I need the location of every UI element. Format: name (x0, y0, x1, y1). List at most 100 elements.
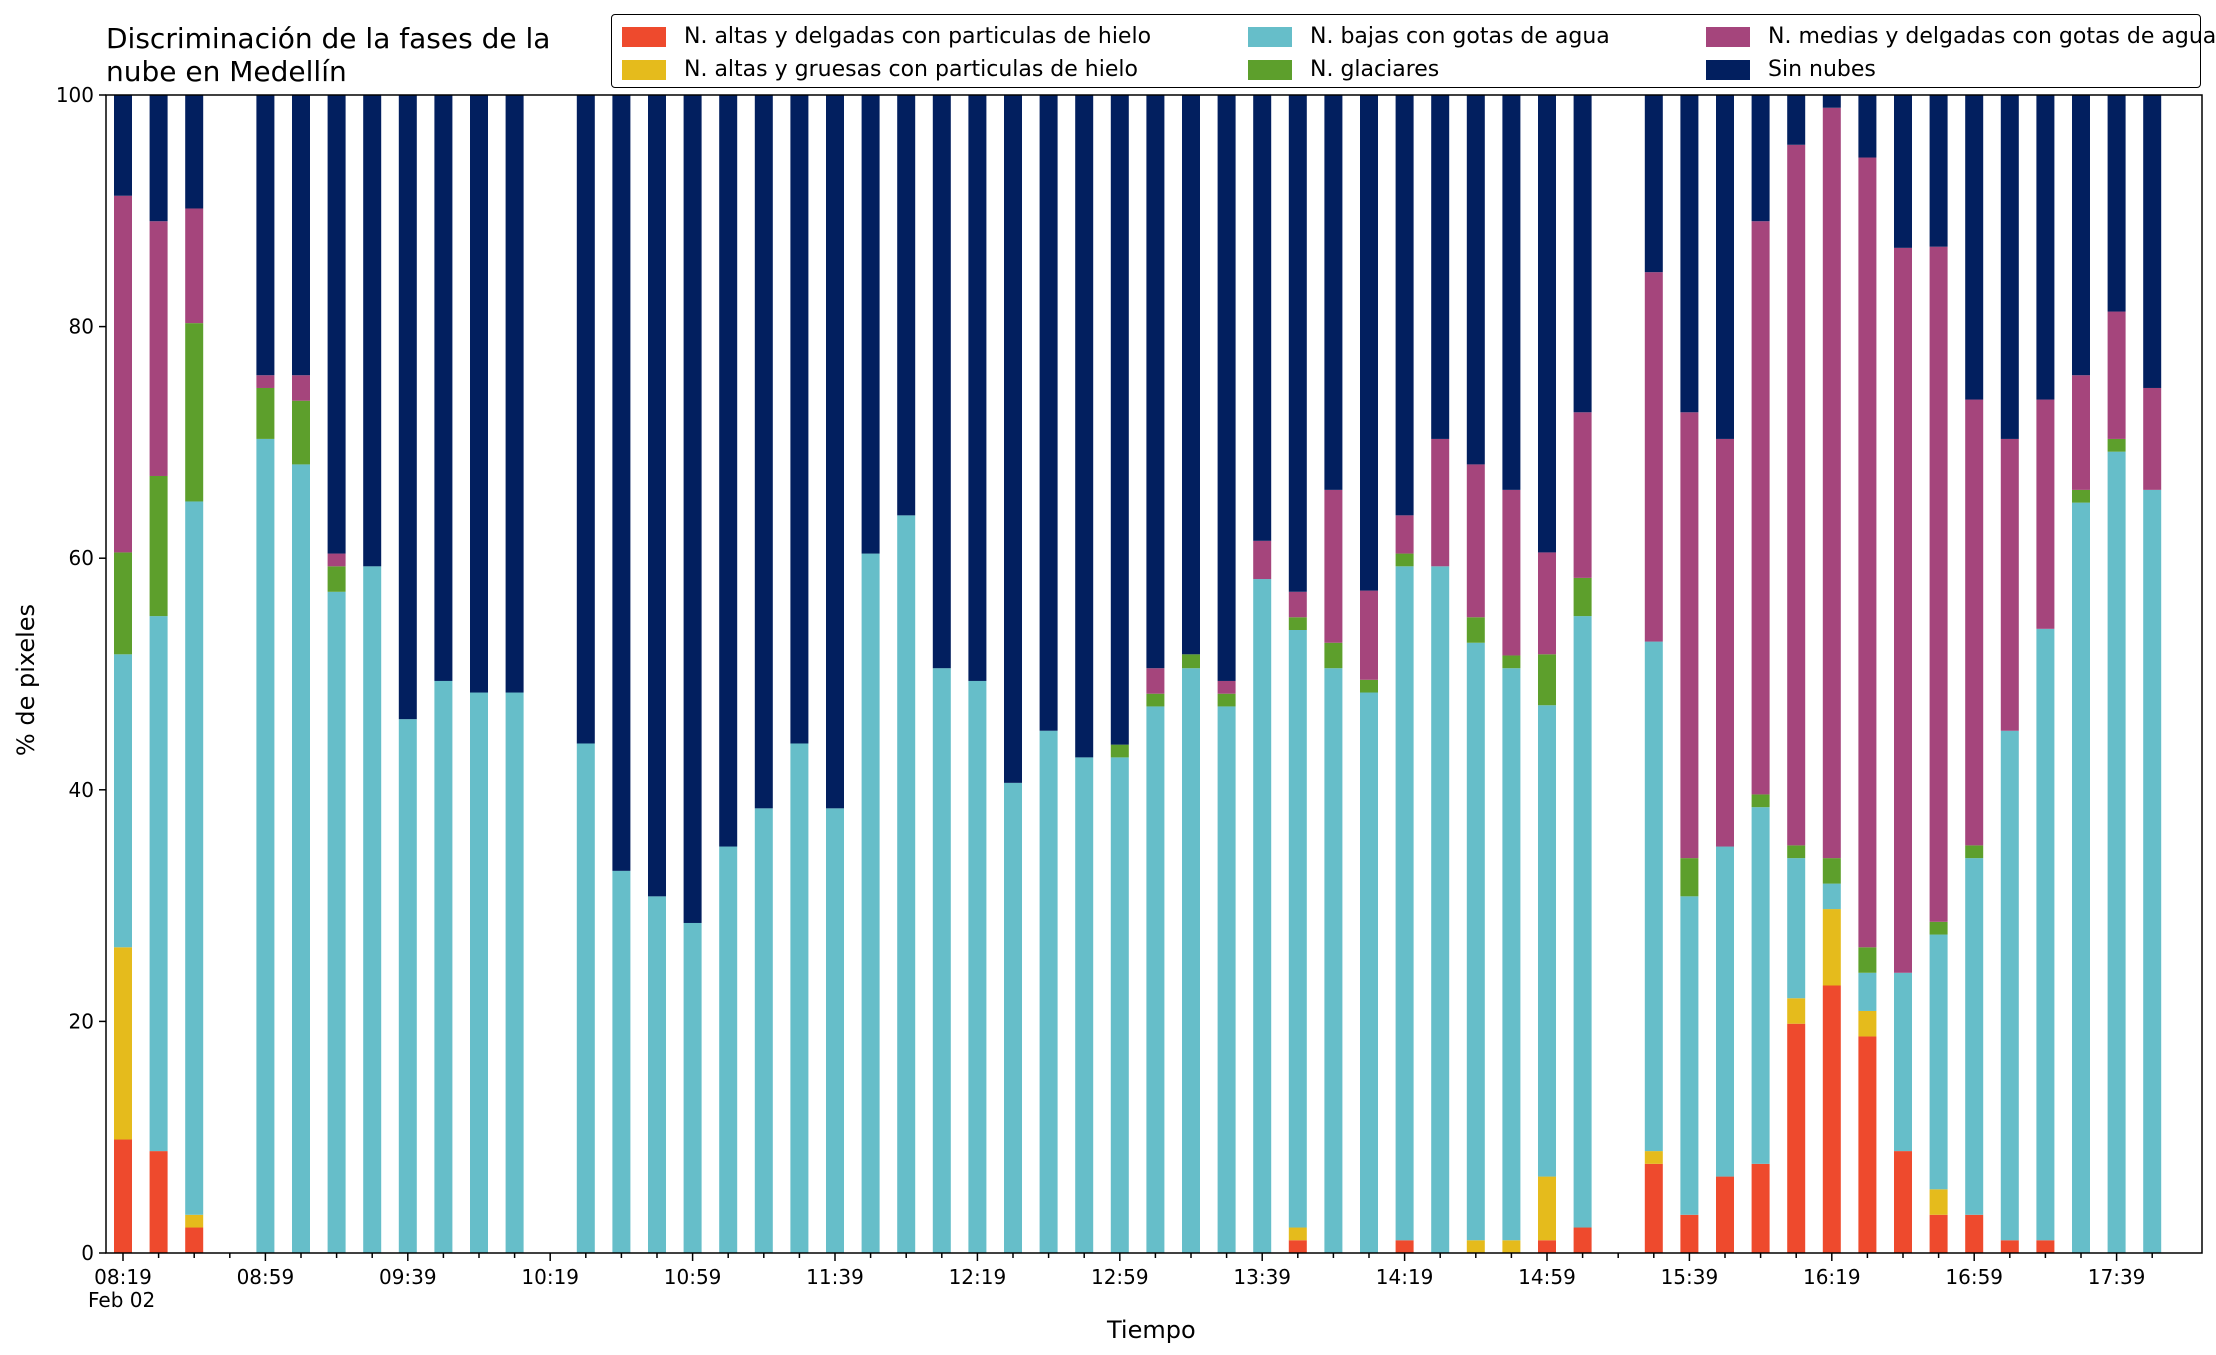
bar-segment-5-55 (2072, 95, 2090, 376)
bar-segment-5-13 (576, 95, 595, 744)
bar-segment-5-18 (754, 95, 773, 809)
bar-segment-3-47 (1787, 845, 1806, 859)
legend-label: N. altas y delgadas con particulas de hi… (684, 24, 1152, 49)
bar-segment-0-36 (1395, 1240, 1414, 1253)
bar-segment-5-25 (1004, 95, 1022, 783)
legend-item: N. medias y delgadas con gotas de agua (1706, 24, 2216, 49)
bar-segment-3-41 (1573, 577, 1592, 617)
legend-swatch (622, 26, 666, 47)
bar-segment-2-51 (1929, 934, 1948, 1190)
x-tick-label: 16:59 (1945, 1265, 2003, 1289)
bar-segment-4-43 (1644, 272, 1663, 642)
bar-segment-5-15 (648, 95, 666, 897)
bar-segment-4-41 (1573, 412, 1592, 578)
bar-segment-4-57 (2143, 387, 2162, 490)
bar-segment-3-55 (2072, 489, 2090, 503)
bar-segment-2-50 (1894, 972, 1912, 1152)
bar-segment-2-7 (363, 566, 382, 1253)
bar-segment-2-27 (1075, 757, 1094, 1253)
bar-segment-4-5 (292, 375, 310, 401)
x-tick-label: 08:19 (94, 1265, 152, 1289)
bar-segment-5-32 (1253, 95, 1272, 541)
bar-segment-2-36 (1395, 566, 1414, 1241)
bar-segment-2-40 (1538, 705, 1556, 1177)
bar-segment-5-8 (398, 95, 417, 720)
legend-item: N. altas y gruesas con particulas de hie… (622, 57, 1138, 82)
bar-segment-2-8 (398, 719, 417, 1253)
y-tick-label: 0 (81, 1241, 94, 1265)
bar-segment-0-1 (149, 1151, 168, 1253)
bar-segment-2-9 (434, 680, 453, 1253)
bar-segment-5-35 (1360, 95, 1378, 591)
legend-item: Sin nubes (1706, 57, 1876, 82)
bar-segment-5-47 (1787, 95, 1806, 145)
bar-segment-1-43 (1644, 1151, 1663, 1164)
bar-segment-2-30 (1182, 668, 1200, 1253)
bar-segment-4-33 (1288, 591, 1307, 618)
y-axis-label: % de pixeles (12, 603, 40, 757)
bar-segment-3-46 (1751, 794, 1770, 808)
bar-segment-2-48 (1822, 883, 1841, 910)
x-tick-label: 13:39 (1233, 1265, 1291, 1289)
bar-segment-5-23 (932, 95, 951, 669)
bar-segment-3-52 (1965, 845, 1984, 859)
y-tick-label: 60 (69, 546, 94, 570)
y-tick-label: 20 (69, 1009, 94, 1033)
bar-segment-0-48 (1822, 985, 1841, 1253)
bar-segment-3-2 (185, 323, 204, 502)
bar-segment-0-54 (2036, 1240, 2055, 1253)
bar-segment-4-47 (1787, 144, 1806, 846)
bar-segment-5-5 (292, 95, 310, 376)
bar-segment-5-53 (2000, 95, 2019, 439)
bar-segment-3-51 (1929, 921, 1948, 935)
bar-segment-2-5 (292, 464, 310, 1253)
bar-segment-5-38 (1466, 95, 1485, 465)
bar-segment-2-6 (327, 591, 346, 1253)
bar-segment-0-47 (1787, 1023, 1806, 1253)
bar-segment-5-0 (114, 95, 132, 196)
bar-segment-2-28 (1110, 757, 1129, 1253)
bar-segment-3-56 (2107, 438, 2126, 452)
bar-segment-4-56 (2107, 311, 2126, 439)
bar-segment-5-19 (790, 95, 809, 744)
bar-segment-5-16 (683, 95, 702, 923)
bar-segment-5-34 (1324, 95, 1343, 490)
legend-item: N. altas y delgadas con particulas de hi… (622, 24, 1151, 49)
bar-segment-5-26 (1039, 95, 1058, 731)
bar-segment-5-17 (719, 95, 738, 847)
bar-segment-2-16 (683, 922, 702, 1253)
legend-swatch (1248, 59, 1292, 80)
bar-segment-0-49 (1858, 1036, 1877, 1253)
bar-segment-5-54 (2036, 95, 2055, 400)
bar-segment-0-43 (1644, 1163, 1663, 1253)
bar-segment-4-29 (1146, 668, 1165, 694)
x-tick-label: 11:39 (806, 1265, 864, 1289)
bar-segment-0-53 (2000, 1240, 2019, 1253)
bar-segment-5-49 (1858, 95, 1877, 158)
x-tick-label: 14:59 (1518, 1265, 1576, 1289)
bar-segment-2-18 (754, 808, 773, 1253)
bar-segment-2-55 (2072, 502, 2090, 1253)
bar-segment-5-20 (826, 95, 844, 809)
bar-segment-2-47 (1787, 858, 1806, 999)
bar-segment-2-31 (1217, 706, 1236, 1253)
bar-segment-4-34 (1324, 489, 1343, 643)
x-tick-label: 17:39 (2088, 1265, 2146, 1289)
bar-segment-4-53 (2000, 438, 2019, 731)
bar-segment-4-37 (1431, 438, 1450, 567)
bar-segment-4-52 (1965, 399, 1984, 846)
bar-segment-4-1 (149, 221, 168, 476)
bar-segment-5-44 (1680, 95, 1699, 413)
legend-swatch (1706, 59, 1750, 80)
bar-segment-0-51 (1929, 1214, 1948, 1253)
bar-segment-1-48 (1822, 909, 1841, 986)
x-date-label: Feb 02 (88, 1288, 156, 1312)
bar-segment-2-14 (612, 870, 631, 1253)
x-tick-label: 09:39 (379, 1265, 437, 1289)
bar-segment-3-4 (256, 387, 275, 439)
bar-segment-3-38 (1466, 617, 1485, 643)
bar-segment-5-39 (1502, 95, 1521, 490)
bar-segment-2-38 (1466, 642, 1485, 1241)
x-tick-label: 10:19 (521, 1265, 579, 1289)
bar-segment-2-33 (1288, 630, 1307, 1228)
